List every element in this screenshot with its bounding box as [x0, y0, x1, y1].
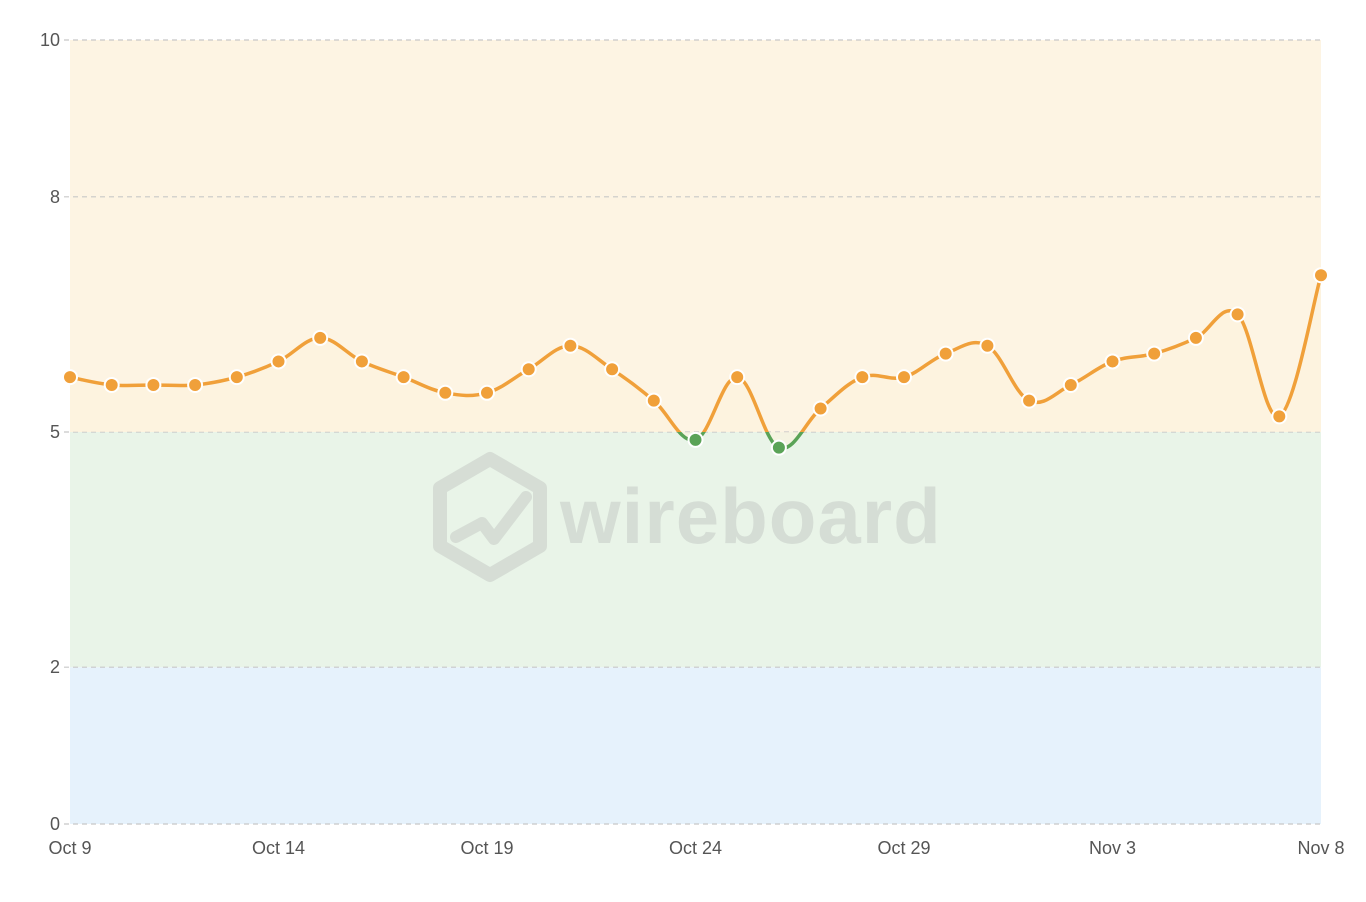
- data-point[interactable]: [312, 329, 329, 346]
- data-point[interactable]: [62, 369, 78, 386]
- data-point[interactable]: [937, 345, 954, 362]
- data-point[interactable]: [1313, 267, 1329, 284]
- data-point[interactable]: [1146, 345, 1163, 362]
- series-area: [70, 275, 1321, 449]
- data-point[interactable]: [520, 361, 537, 378]
- x-tick-label: Oct 29: [877, 838, 930, 858]
- x-tick-label: Oct 9: [48, 838, 91, 858]
- data-point[interactable]: [645, 392, 662, 409]
- y-tick-label: 2: [50, 657, 60, 677]
- series-line: [69, 274, 1323, 450]
- data-points: [62, 267, 1329, 456]
- band-1: [70, 432, 1321, 668]
- hexagon-check-icon: [433, 452, 547, 582]
- data-point[interactable]: [437, 384, 454, 401]
- data-point[interactable]: [687, 431, 704, 448]
- y-tick-label: 8: [50, 187, 60, 207]
- data-point[interactable]: [770, 439, 787, 456]
- data-point[interactable]: [103, 376, 120, 393]
- data-point[interactable]: [270, 353, 287, 370]
- data-point[interactable]: [562, 337, 579, 354]
- x-axis-ticks: Oct 9 Oct 14 Oct 19 Oct 24 Oct 29 Nov 3 Nov 8: [48, 838, 1344, 858]
- x-tick-label: Oct 14: [252, 838, 305, 858]
- data-point[interactable]: [395, 369, 412, 386]
- x-tick-label: Nov 8: [1297, 838, 1344, 858]
- data-point[interactable]: [896, 369, 912, 386]
- data-point[interactable]: [812, 400, 829, 417]
- data-point[interactable]: [854, 369, 871, 386]
- x-tick-label: Oct 19: [460, 838, 513, 858]
- area-fill: [70, 275, 1321, 449]
- data-point[interactable]: [1021, 392, 1038, 409]
- data-point[interactable]: [479, 384, 495, 401]
- data-point[interactable]: [353, 353, 370, 370]
- data-point[interactable]: [729, 369, 746, 386]
- series-line-above: [69, 274, 1323, 432]
- y-tick-label: 5: [50, 422, 60, 442]
- x-tick-label: Oct 24: [669, 838, 722, 858]
- x-tick-label: Nov 3: [1089, 838, 1136, 858]
- data-point[interactable]: [1062, 376, 1079, 393]
- data-point[interactable]: [604, 361, 621, 378]
- data-point[interactable]: [1271, 408, 1288, 425]
- data-point[interactable]: [979, 337, 996, 354]
- data-point[interactable]: [1187, 329, 1204, 346]
- data-point[interactable]: [187, 376, 204, 393]
- data-point[interactable]: [228, 369, 245, 386]
- data-point[interactable]: [145, 376, 162, 393]
- y-tick-label: 0: [50, 814, 60, 834]
- watermark-logo: wireboard: [433, 452, 942, 582]
- data-point[interactable]: [1229, 306, 1246, 323]
- y-axis-ticks: 0 2 5 8 10: [40, 30, 60, 834]
- data-point[interactable]: [1104, 353, 1121, 370]
- watermark-text: wireboard: [559, 472, 942, 560]
- band-0: [70, 667, 1321, 824]
- y-tick-label: 10: [40, 30, 60, 50]
